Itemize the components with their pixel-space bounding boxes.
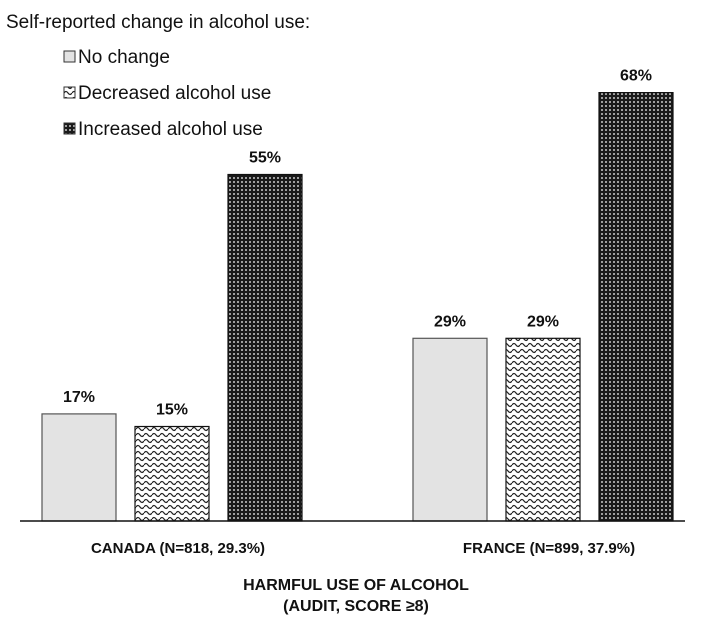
- x-axis-title-line-2: (AUDIT, SCORE ≥8): [283, 598, 429, 615]
- bar-france-no-change: [412, 337, 488, 522]
- bar-france-increased-alcohol-use: [598, 91, 674, 522]
- bars: [41, 91, 674, 522]
- bar-value-label: 29%: [527, 313, 559, 330]
- x-axis-title-line-1: HARMFUL USE OF ALCOHOL: [243, 577, 469, 594]
- legend: No change Decreased alcohol use Increased …: [63, 47, 271, 140]
- bar-canada-no-change: [41, 413, 117, 522]
- bar-value-label: 15%: [156, 402, 188, 419]
- bar-value-label: 68%: [620, 68, 652, 85]
- bar-value-label: 29%: [434, 313, 466, 330]
- category-labels: CANADA (N=818, 29.3%) FRANCE (N=899, 37.9…: [91, 540, 635, 557]
- bar-value-labels: 17% 15% 55% 29% 29% 68%: [63, 68, 652, 419]
- legend-swatch-increased-alcohol-use: [63, 122, 76, 135]
- legend-label-no-change: No change: [78, 47, 170, 68]
- bar-canada-decreased-alcohol-use: [134, 425, 210, 522]
- bar-france-decreased-alcohol-use: [505, 337, 581, 522]
- bar-value-label: 17%: [63, 389, 95, 406]
- legend-label-decreased-alcohol-use: Decreased alcohol use: [78, 83, 271, 104]
- bar-canada-increased-alcohol-use: [227, 173, 303, 522]
- category-label-canada: CANADA (N=818, 29.3%): [91, 540, 265, 557]
- category-label-france: FRANCE (N=899, 37.9%): [463, 540, 635, 557]
- legend-title: Self-reported change in alcohol use:: [6, 12, 310, 33]
- legend-swatch-no-change: [63, 50, 76, 63]
- legend-swatch-decreased-alcohol-use: [63, 86, 76, 99]
- legend-label-increased-alcohol-use: Increased alcohol use: [78, 119, 263, 140]
- bar-value-label: 55%: [249, 150, 281, 167]
